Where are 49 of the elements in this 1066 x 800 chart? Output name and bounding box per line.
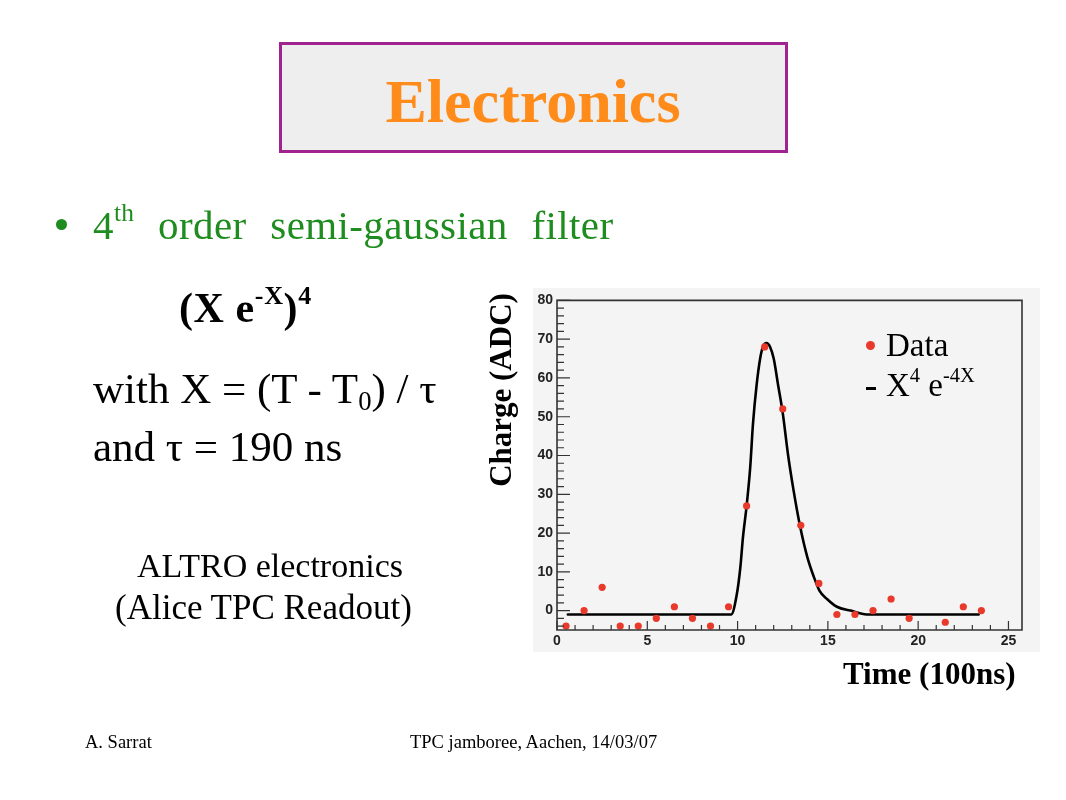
- point: [779, 405, 787, 413]
- x-tick-label: 10: [729, 632, 746, 649]
- y-tick-label: 0: [545, 601, 554, 618]
- chart-subtitle: 4$^{th}$ order semi-gaussian filter: [93, 198, 614, 248]
- y-tick-label: 80: [537, 291, 554, 308]
- point: [670, 603, 678, 611]
- chart-title: Electronics: [385, 67, 681, 135]
- y-tick-label: 20: [537, 523, 554, 540]
- text: (Alice TPC Readout): [115, 588, 412, 627]
- y-axis-title: Charge (ADC): [482, 293, 518, 487]
- point: [634, 622, 642, 630]
- point: [652, 614, 660, 622]
- point: [706, 622, 715, 630]
- point: [869, 607, 877, 615]
- y-tick-label: 60: [537, 368, 554, 385]
- text: (X e$^{-X}$)$^{4}$: [179, 280, 312, 331]
- point: [580, 607, 588, 615]
- text: A. Sarrat: [85, 732, 152, 752]
- y-tick-label: 70: [537, 330, 554, 347]
- text: with X = (T - T$_{0}$) / τ: [93, 365, 437, 416]
- point: [761, 343, 769, 351]
- y-tick-label: 10: [537, 562, 554, 579]
- point: [688, 614, 697, 622]
- point: [616, 622, 624, 630]
- y-tick-label: 40: [537, 446, 554, 463]
- point: [724, 603, 733, 611]
- y-tick-label: 30: [537, 485, 554, 502]
- point: [977, 607, 985, 615]
- point: [743, 502, 751, 510]
- y-tick-label: 50: [537, 407, 554, 424]
- point: [905, 614, 913, 622]
- text: ALTRO electronics: [137, 547, 403, 584]
- x-tick-label: 20: [910, 632, 927, 649]
- text: TPC jamboree, Aachen, 14/03/07: [410, 732, 658, 752]
- x-tick-label: 15: [820, 632, 836, 649]
- point: [833, 610, 841, 619]
- text: and τ = 190 ns: [93, 423, 343, 470]
- x-tick-label: 5: [643, 632, 652, 649]
- x-tick-label: 25: [1000, 632, 1017, 649]
- point: [887, 595, 895, 603]
- point: [941, 618, 949, 626]
- point: [598, 583, 606, 591]
- legend-label: X$^{4}$ e$^{-4X}$: [886, 364, 975, 404]
- point: [851, 610, 859, 619]
- point: [797, 521, 805, 529]
- legend-label: Data: [886, 327, 949, 364]
- point: [815, 579, 823, 588]
- point: [959, 603, 967, 611]
- x-axis-title: Time (100ns): [843, 656, 1016, 691]
